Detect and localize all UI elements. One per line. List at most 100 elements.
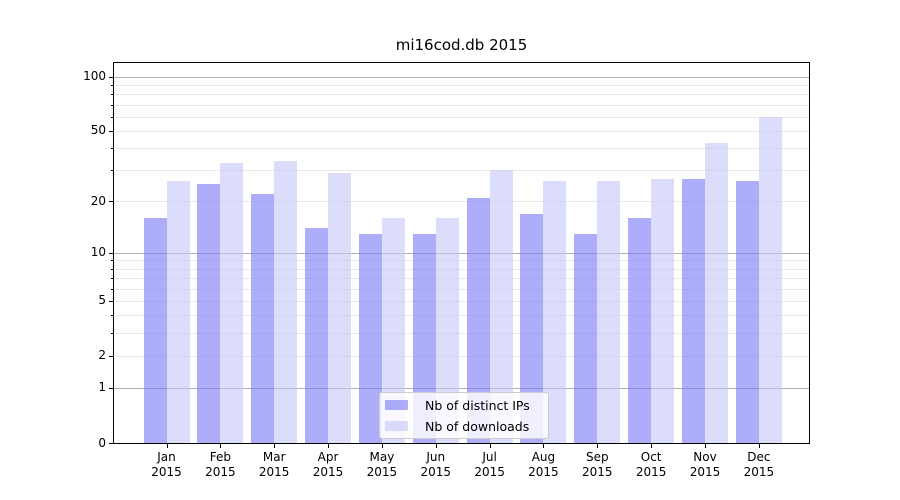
x-tick-mark-dec (758, 444, 760, 448)
bar-distinct-ips-aug (520, 213, 544, 443)
bar-distinct-ips-feb (197, 184, 221, 443)
legend: Nb of distinct IPs Nb of downloads (379, 392, 549, 439)
y-tick-mark-minor-4 (111, 315, 114, 317)
bar-distinct-ips-apr (305, 228, 329, 443)
x-tick-mark-sep (597, 444, 599, 448)
legend-row-downloads: Nb of downloads (380, 416, 548, 437)
y-tick-mark-20 (109, 201, 114, 203)
bar-distinct-ips-sep (574, 233, 598, 443)
gridline-minor (114, 315, 809, 317)
y-tick-label-1: 1 (98, 380, 106, 395)
legend-label-distinct-ips: Nb of distinct IPs (425, 397, 530, 413)
gridline-minor (114, 268, 809, 270)
plot-area (114, 63, 809, 443)
bar-downloads-jan (166, 181, 190, 443)
bar-downloads-feb (220, 163, 244, 443)
y-tick-mark-minor-40 (111, 148, 114, 150)
bar-downloads-oct (651, 178, 675, 443)
y-tick-label-50: 50 (90, 123, 106, 138)
y-tick-mark-0 (109, 443, 114, 444)
x-tick-label-jun: Jun 2015 (420, 450, 452, 479)
x-tick-mark-may (381, 444, 383, 448)
legend-row-distinct-ips: Nb of distinct IPs (380, 395, 548, 416)
bar-downloads-dec (758, 116, 782, 443)
y-tick-mark-minor-6 (111, 288, 114, 290)
y-tick-mark-10 (109, 252, 114, 254)
y-tick-mark-5 (109, 300, 114, 302)
x-tick-mark-nov (705, 444, 706, 448)
bar-downloads-sep (597, 181, 621, 443)
bar-distinct-ips-oct (628, 218, 652, 443)
gridline-minor (114, 148, 809, 150)
x-tick-mark-apr (328, 444, 330, 448)
bar-downloads-mar (274, 160, 298, 443)
gridline-minor (114, 130, 809, 132)
x-tick-label-sep: Sep 2015 (582, 450, 613, 479)
gridline-minor (114, 332, 809, 334)
bar-downloads-jun (435, 218, 459, 443)
x-tick-label-apr: Apr 2015 (312, 450, 344, 479)
x-tick-label-may: May 2015 (366, 450, 398, 479)
x-tick-label-nov: Nov 2015 (689, 450, 721, 479)
y-tick-mark-2 (109, 355, 114, 357)
y-tick-label-0: 0 (98, 435, 106, 450)
gridline-minor (114, 288, 809, 290)
bar-downloads-jul (489, 170, 513, 443)
gridline-major (114, 76, 809, 78)
bar-distinct-ips-jan (143, 218, 167, 443)
x-tick-label-jul: Jul 2015 (474, 450, 505, 479)
y-tick-mark-minor-3 (111, 332, 114, 334)
bar-downloads-may (381, 218, 405, 443)
gridline-major (114, 387, 809, 389)
y-tick-label-5: 5 (98, 293, 106, 308)
y-tick-mark-50 (109, 130, 114, 132)
bar-distinct-ips-nov (682, 178, 705, 443)
axes-frame (113, 62, 810, 444)
bar-distinct-ips-dec (735, 181, 759, 443)
legend-label-downloads: Nb of downloads (425, 418, 530, 434)
bar-distinct-ips-jul (466, 197, 490, 443)
y-tick-mark-minor-80 (111, 94, 114, 96)
bar-downloads-nov (705, 142, 728, 443)
gridline-major (114, 252, 809, 254)
gridline-minor (114, 94, 809, 96)
gridline-minor (114, 277, 809, 279)
y-tick-mark-minor-7 (111, 277, 114, 279)
y-tick-mark-minor-8 (111, 268, 114, 270)
y-tick-mark-minor-70 (111, 104, 114, 106)
x-tick-label-feb: Feb 2015 (205, 450, 236, 479)
bar-distinct-ips-mar (251, 194, 275, 443)
gridline-minor (114, 104, 809, 106)
x-tick-label-dec: Dec 2015 (743, 450, 775, 479)
gridline-minor (114, 300, 809, 302)
gridline-minor (114, 355, 809, 357)
y-tick-label-2: 2 (98, 348, 106, 363)
x-tick-mark-jan (166, 444, 168, 448)
x-tick-mark-jun (435, 444, 437, 448)
x-tick-label-oct: Oct 2015 (635, 450, 667, 479)
x-tick-mark-mar (274, 444, 276, 448)
x-tick-label-jan: Jan 2015 (151, 450, 182, 479)
y-tick-mark-minor-30 (111, 170, 114, 172)
y-tick-mark-100 (109, 76, 114, 78)
y-tick-mark-1 (109, 387, 114, 389)
y-tick-label-10: 10 (90, 245, 106, 260)
y-tick-mark-minor-9 (111, 260, 114, 262)
gridline-minor (114, 201, 809, 203)
legend-swatch-distinct-ips (385, 400, 408, 410)
y-tick-label-20: 20 (90, 193, 106, 208)
gridline-minor (114, 260, 809, 262)
y-tick-mark-minor-90 (111, 84, 114, 86)
x-tick-mark-oct (651, 444, 653, 448)
bar-distinct-ips-may (358, 233, 382, 443)
x-tick-mark-aug (543, 444, 545, 448)
gridline-minor (114, 116, 809, 118)
bar-downloads-apr (328, 173, 352, 443)
x-tick-mark-feb (220, 444, 222, 448)
x-tick-mark-jul (489, 444, 491, 448)
legend-swatch-downloads (385, 421, 408, 431)
gridline-minor (114, 84, 809, 86)
y-tick-mark-minor-60 (111, 116, 114, 118)
x-tick-label-mar: Mar 2015 (258, 450, 290, 479)
